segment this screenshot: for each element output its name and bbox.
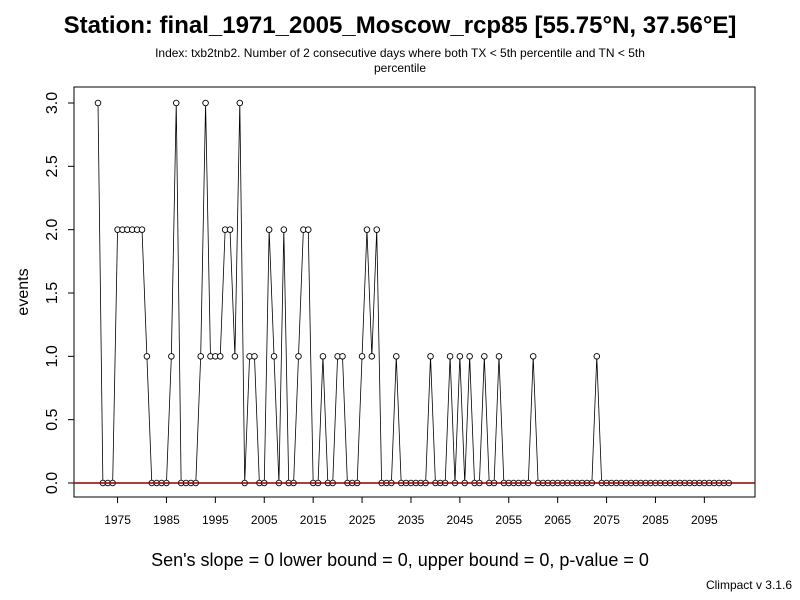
y-tick-label: 2.5 <box>44 155 61 177</box>
data-point <box>270 353 278 360</box>
y-axis: 0.0 0.5 1.0 1.5 2.0 2.5 3.0 <box>44 92 74 494</box>
data-point <box>295 353 302 360</box>
data-point <box>368 353 376 360</box>
series-line <box>97 102 729 484</box>
data-point <box>138 226 146 233</box>
x-axis: 1975 1985 1995 2005 2015 2025 2035 2045 2055 2065… <box>104 497 718 527</box>
data-point <box>495 353 503 360</box>
data-point <box>358 353 366 360</box>
x-tick-label: 2085 <box>642 513 669 527</box>
y-axis-label: events <box>15 268 32 315</box>
data-point <box>481 353 488 360</box>
x-tick-label: 2015 <box>300 513 327 527</box>
x-tick-label: 2055 <box>495 513 522 527</box>
x-tick-label: 2045 <box>447 513 474 527</box>
x-tick-label: 2025 <box>349 513 376 527</box>
data-point <box>456 353 464 360</box>
data-point <box>216 353 224 360</box>
data-point <box>236 99 244 107</box>
x-tick-label: 2095 <box>691 513 718 527</box>
x-tick-label: 2005 <box>251 513 278 527</box>
trend-statistics: Sen's slope = 0 lower bound = 0, upper b… <box>151 550 649 570</box>
data-point <box>172 99 180 107</box>
data-point <box>197 353 204 360</box>
data-point <box>593 353 601 360</box>
y-tick-label: 2.0 <box>44 218 61 240</box>
data-point <box>143 353 151 360</box>
x-tick-label: 2035 <box>398 513 425 527</box>
series-layer <box>94 99 733 487</box>
x-tick-label: 2065 <box>544 513 571 527</box>
x-tick-label: 1995 <box>202 513 229 527</box>
version-label: Climpact v 3.1.6 <box>705 578 792 592</box>
chart-subtitle: Index: txb2tnb2. Number of 2 consecutive… <box>155 46 645 75</box>
data-point <box>231 353 239 360</box>
data-point <box>265 226 273 233</box>
data-point <box>427 353 434 360</box>
data-point <box>339 353 346 360</box>
data-point <box>373 226 380 233</box>
y-tick-label: 1.5 <box>44 282 61 304</box>
data-point <box>168 353 175 360</box>
data-point <box>393 353 400 360</box>
y-tick-label: 0.0 <box>44 472 61 494</box>
y-tick-label: 3.0 <box>44 92 61 114</box>
data-point <box>363 226 371 233</box>
data-point <box>251 353 258 360</box>
x-tick-label: 1975 <box>104 513 131 527</box>
y-tick-label: 0.5 <box>44 408 61 430</box>
data-point <box>280 226 288 233</box>
plot-frame <box>73 86 756 498</box>
chart-title: Station: final_1971_2005_Moscow_rcp85 [5… <box>63 12 737 39</box>
data-point <box>94 99 102 107</box>
data-point <box>226 226 234 233</box>
data-point <box>466 353 473 360</box>
x-tick-label: 1985 <box>153 513 180 527</box>
data-point <box>446 353 454 360</box>
data-point <box>319 353 327 360</box>
x-tick-label: 2075 <box>593 513 620 527</box>
data-point <box>529 353 537 360</box>
data-point <box>202 99 209 107</box>
data-point <box>305 226 312 233</box>
y-tick-label: 1.0 <box>44 345 61 367</box>
